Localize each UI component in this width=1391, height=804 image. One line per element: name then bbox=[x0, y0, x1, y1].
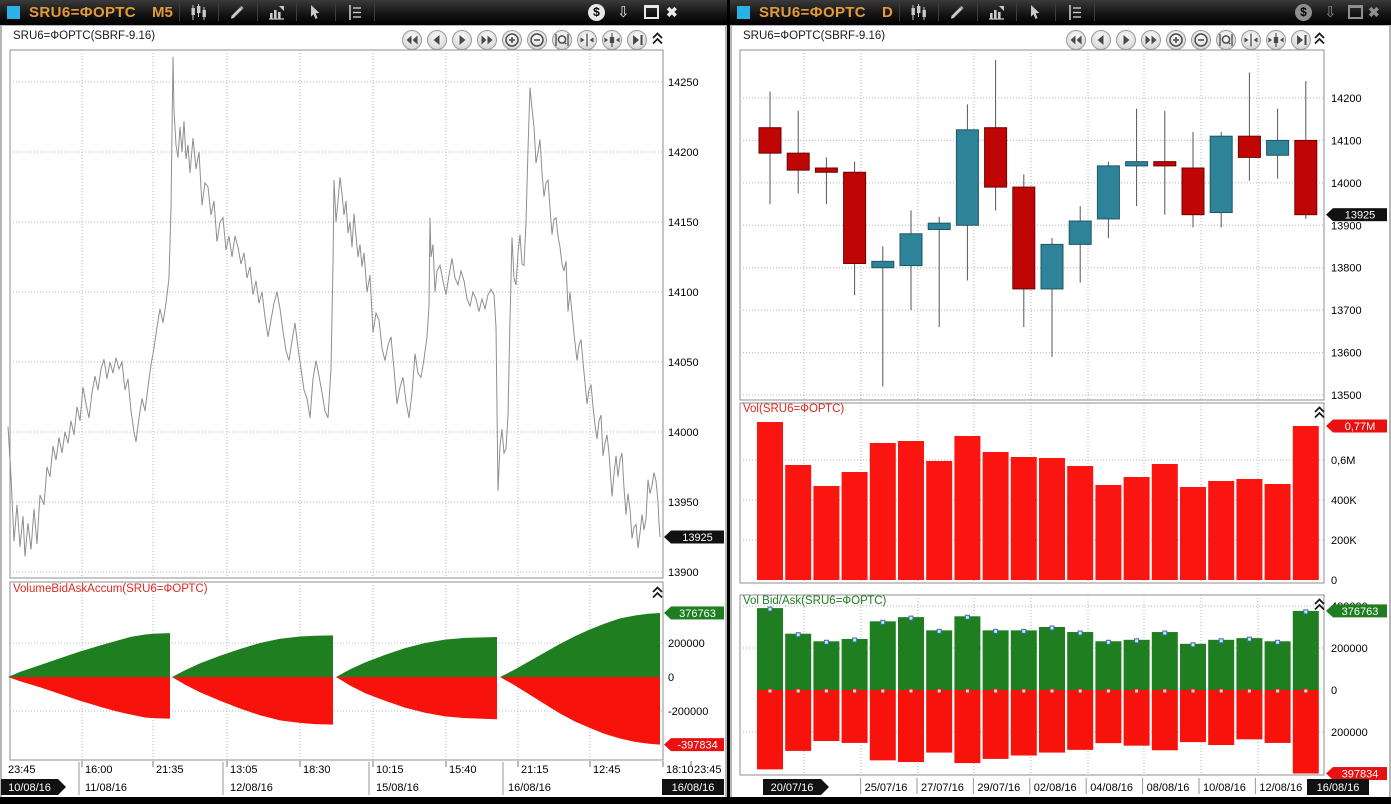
status-strip bbox=[730, 797, 1391, 804]
titlebar[interactable]: SRU6=ФОРТС M5 bbox=[0, 0, 727, 25]
maximize-button[interactable] bbox=[1348, 3, 1363, 21]
toolbar-separator bbox=[1093, 4, 1095, 21]
go-to-end-button[interactable] bbox=[627, 30, 647, 50]
pointer-icon[interactable] bbox=[305, 3, 327, 23]
window-title: SRU6=ФОРТС bbox=[29, 4, 137, 21]
candlestick-chart-icon[interactable] bbox=[188, 3, 210, 23]
compress-button[interactable] bbox=[1241, 30, 1261, 50]
close-button[interactable]: ✖ bbox=[1368, 3, 1380, 20]
collapse-pane-button[interactable] bbox=[650, 30, 665, 45]
step-back-button[interactable] bbox=[427, 30, 447, 50]
zoom-box-button[interactable] bbox=[552, 30, 572, 50]
bar-width-button[interactable] bbox=[1266, 30, 1286, 50]
candlestick-chart-icon[interactable] bbox=[908, 3, 930, 23]
toolbar-separator bbox=[976, 4, 978, 21]
collapse-pane-button[interactable] bbox=[1312, 404, 1327, 419]
chart-type-icon[interactable] bbox=[986, 3, 1008, 23]
toolbar-separator bbox=[178, 4, 180, 21]
bidask-indicator-label: Vol Bid/Ask(SRU6=ФОРТС) bbox=[743, 595, 887, 607]
fast-forward-button[interactable] bbox=[1141, 30, 1161, 50]
window-icon bbox=[737, 6, 750, 19]
chart-client-area bbox=[0, 25, 727, 804]
volume-indicator-label: Vol(SRU6=ФОРТС) bbox=[743, 403, 845, 415]
rewind-button[interactable] bbox=[1066, 30, 1086, 50]
bar-width-button[interactable] bbox=[602, 30, 622, 50]
toolbar-separator bbox=[334, 4, 336, 21]
step-forward-button[interactable] bbox=[452, 30, 472, 50]
timeframe-label: D bbox=[882, 4, 893, 21]
chart-window-m5: 14250 14200 14150 14100 14050 14000 13950 13900… bbox=[0, 0, 727, 804]
pencil-icon[interactable] bbox=[227, 3, 249, 23]
rewind-button[interactable] bbox=[402, 30, 422, 50]
go-to-end-button[interactable] bbox=[1291, 30, 1311, 50]
toolbar-separator bbox=[217, 4, 219, 21]
chart-type-icon[interactable] bbox=[266, 3, 288, 23]
dollar-button[interactable]: $ bbox=[588, 3, 605, 21]
toolbar-separator bbox=[898, 4, 900, 21]
compress-button[interactable] bbox=[577, 30, 597, 50]
step-back-button[interactable] bbox=[1091, 30, 1111, 50]
indicator-label: VolumeBidAskAccum(SRU6=ФОРТС) bbox=[13, 583, 208, 595]
zoom-in-button[interactable] bbox=[502, 30, 522, 50]
window-title: SRU6=ФОРТС bbox=[759, 4, 867, 21]
pencil-icon[interactable] bbox=[947, 3, 969, 23]
collapse-pane-button[interactable] bbox=[650, 584, 665, 599]
toolbar-separator bbox=[295, 4, 297, 21]
titlebar[interactable]: SRU6=ФОРТС D bbox=[730, 0, 1391, 25]
toolbar-separator bbox=[256, 4, 258, 21]
minimize-button[interactable]: ⇩ bbox=[1324, 4, 1337, 21]
chart-window-daily: 14200 14100 14000 13900 13800 13700 13600 13500… bbox=[730, 0, 1391, 804]
status-strip bbox=[0, 797, 727, 804]
minimize-button[interactable]: ⇩ bbox=[617, 4, 630, 21]
maximize-button[interactable] bbox=[644, 3, 659, 21]
timeframe-label: M5 bbox=[152, 4, 173, 21]
collapse-pane-button[interactable] bbox=[1312, 30, 1327, 45]
window-icon bbox=[7, 6, 20, 19]
fast-forward-button[interactable] bbox=[477, 30, 497, 50]
step-forward-button[interactable] bbox=[1116, 30, 1136, 50]
indicator-levels-icon[interactable] bbox=[344, 3, 366, 23]
toolbar-separator bbox=[937, 4, 939, 21]
toolbar-separator bbox=[1015, 4, 1017, 21]
close-button[interactable]: ✖ bbox=[666, 3, 678, 20]
zoom-in-button[interactable] bbox=[1166, 30, 1186, 50]
zoom-out-button[interactable] bbox=[1191, 30, 1211, 50]
instrument-label: SRU6=ФОРТС(SBRF-9.16) bbox=[743, 30, 886, 42]
pointer-icon[interactable] bbox=[1025, 3, 1047, 23]
indicator-levels-icon[interactable] bbox=[1064, 3, 1086, 23]
instrument-label: SRU6=ФОРТС(SBRF-9.16) bbox=[13, 30, 156, 42]
toolbar-separator bbox=[373, 4, 375, 21]
toolbar-separator bbox=[1054, 4, 1056, 21]
dollar-button[interactable]: $ bbox=[1295, 3, 1312, 21]
collapse-pane-button[interactable] bbox=[1312, 596, 1327, 611]
zoom-box-button[interactable] bbox=[1216, 30, 1236, 50]
zoom-out-button[interactable] bbox=[527, 30, 547, 50]
